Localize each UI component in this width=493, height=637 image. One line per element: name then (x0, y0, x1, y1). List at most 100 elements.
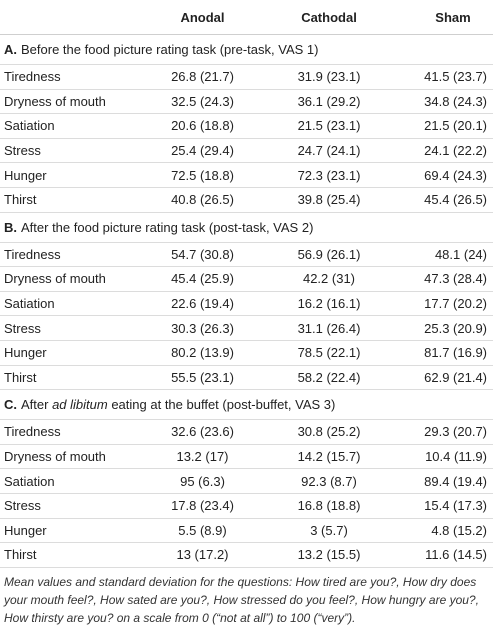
value-cell: 45.4 (26.5) (413, 187, 493, 213)
value-cell: 4.8 (15.2) (413, 518, 493, 544)
section-label: A. (4, 42, 17, 57)
value-cell: 24.7 (24.1) (245, 138, 413, 164)
value-cell: 31.9 (23.1) (245, 64, 413, 90)
section-title-part: ad libitum (52, 397, 108, 413)
row-name: Thirst (0, 542, 160, 568)
data-row: Thirst 13 (17.2) 13.2 (15.5) 11.6 (14.5) (0, 542, 493, 568)
row-name: Thirst (0, 365, 160, 391)
value-cell: 42.2 (31) (245, 266, 413, 292)
data-row: Hunger 72.5 (18.8) 72.3 (23.1) 69.4 (24.3) (0, 162, 493, 188)
row-name: Tiredness (0, 242, 160, 268)
row-name: Stress (0, 315, 160, 341)
value-cell: 17.7 (20.2) (413, 291, 493, 317)
corner-cell (0, 0, 160, 35)
row-name: Tiredness (0, 64, 160, 90)
row-name: Stress (0, 493, 160, 519)
row-name: Stress (0, 138, 160, 164)
table-body: A. Before the food picture rating task (p… (0, 34, 493, 568)
value-cell: 11.6 (14.5) (413, 542, 493, 568)
row-name: Satiation (0, 468, 160, 494)
value-cell: 48.1 (24) (413, 242, 493, 268)
section-row: C. After ad libitum eating at the buffet … (0, 389, 493, 421)
section-title: A. Before the food picture rating task (p… (0, 34, 493, 65)
data-row: Hunger 5.5 (8.9) 3 (5.7) 4.8 (15.2) (0, 518, 493, 544)
section-title-part: After the food picture rating task (post… (21, 219, 314, 235)
section-title-part: After (21, 397, 53, 413)
value-cell: 54.7 (30.8) (160, 242, 245, 268)
value-cell: 56.9 (26.1) (245, 242, 413, 268)
value-cell: 34.8 (24.3) (413, 89, 493, 115)
data-row: Stress 30.3 (26.3) 31.1 (26.4) 25.3 (20.9) (0, 315, 493, 341)
value-cell: 81.7 (16.9) (413, 340, 493, 366)
value-cell: 21.5 (20.1) (413, 113, 493, 139)
section-label: C. (4, 397, 17, 413)
column-header: Anodal (160, 0, 245, 35)
value-cell: 14.2 (15.7) (245, 444, 413, 470)
row-name: Hunger (0, 340, 160, 366)
section-title: C. After ad libitum eating at the buffet … (0, 389, 493, 421)
value-cell: 72.3 (23.1) (245, 162, 413, 188)
row-name: Hunger (0, 162, 160, 188)
value-cell: 58.2 (22.4) (245, 365, 413, 391)
value-cell: 17.8 (23.4) (160, 493, 245, 519)
data-row: Stress 17.8 (23.4) 16.8 (18.8) 15.4 (17.3) (0, 493, 493, 519)
value-cell: 3 (5.7) (245, 518, 413, 544)
row-name: Thirst (0, 187, 160, 213)
section-row: A. Before the food picture rating task (p… (0, 34, 493, 65)
data-row: Satiation 22.6 (19.4) 16.2 (16.1) 17.7 (20.… (0, 291, 493, 317)
value-cell: 69.4 (24.3) (413, 162, 493, 188)
row-name: Tiredness (0, 419, 160, 445)
value-cell: 20.6 (18.8) (160, 113, 245, 139)
section-row: B. After the food picture rating task (po… (0, 212, 493, 243)
value-cell: 95 (6.3) (160, 468, 245, 494)
value-cell: 16.8 (18.8) (245, 493, 413, 519)
value-cell: 10.4 (11.9) (413, 444, 493, 470)
value-cell: 13.2 (17) (160, 444, 245, 470)
value-cell: 92.3 (8.7) (245, 468, 413, 494)
value-cell: 30.3 (26.3) (160, 315, 245, 341)
value-cell: 31.1 (26.4) (245, 315, 413, 341)
footnote: Mean values and standard deviation for t… (4, 574, 479, 625)
data-row: Thirst 55.5 (23.1) 58.2 (22.4) 62.9 (21.4) (0, 365, 493, 391)
data-row: Tiredness 26.8 (21.7) 31.9 (23.1) 41.5 (23.… (0, 64, 493, 90)
data-row: Dryness of mouth 32.5 (24.3) 36.1 (29.2) 34… (0, 89, 493, 115)
data-row: Dryness of mouth 45.4 (25.9) 42.2 (31) 47.3… (0, 266, 493, 292)
value-cell: 13.2 (15.5) (245, 542, 413, 568)
value-cell: 78.5 (22.1) (245, 340, 413, 366)
row-name: Hunger (0, 518, 160, 544)
value-cell: 62.9 (21.4) (413, 365, 493, 391)
value-cell: 29.3 (20.7) (413, 419, 493, 445)
value-cell: 5.5 (8.9) (160, 518, 245, 544)
section-title-part: eating at the buffet (post-buffet, VAS 3… (107, 397, 336, 413)
value-cell: 25.4 (29.4) (160, 138, 245, 164)
value-cell: 39.8 (25.4) (245, 187, 413, 213)
value-cell: 55.5 (23.1) (160, 365, 245, 391)
section-title-part: Before the food picture rating task (pre… (21, 42, 319, 57)
data-row: Dryness of mouth 13.2 (17) 14.2 (15.7) 10.4… (0, 444, 493, 470)
row-name: Dryness of mouth (0, 89, 160, 115)
value-cell: 15.4 (17.3) (413, 493, 493, 519)
value-cell: 89.4 (19.4) (413, 468, 493, 494)
value-cell: 13 (17.2) (160, 542, 245, 568)
value-cell: 80.2 (13.9) (160, 340, 245, 366)
value-cell: 45.4 (25.9) (160, 266, 245, 292)
section-title: B. After the food picture rating task (po… (0, 212, 493, 243)
data-row: Stress 25.4 (29.4) 24.7 (24.1) 24.1 (22.2) (0, 138, 493, 164)
value-cell: 30.8 (25.2) (245, 419, 413, 445)
value-cell: 32.5 (24.3) (160, 89, 245, 115)
column-header: Sham (413, 0, 493, 35)
value-cell: 21.5 (23.1) (245, 113, 413, 139)
row-name: Satiation (0, 113, 160, 139)
data-row: Tiredness 32.6 (23.6) 30.8 (25.2) 29.3 (20.… (0, 419, 493, 445)
section-label: B. (4, 219, 17, 235)
data-row: Thirst 40.8 (26.5) 39.8 (25.4) 45.4 (26.5) (0, 187, 493, 213)
value-cell: 25.3 (20.9) (413, 315, 493, 341)
data-row: Hunger 80.2 (13.9) 78.5 (22.1) 81.7 (16.9) (0, 340, 493, 366)
data-row: Satiation 95 (6.3) 92.3 (8.7) 89.4 (19.4) (0, 468, 493, 494)
value-cell: 47.3 (28.4) (413, 266, 493, 292)
value-cell: 32.6 (23.6) (160, 419, 245, 445)
value-cell: 72.5 (18.8) (160, 162, 245, 188)
row-name: Satiation (0, 291, 160, 317)
row-name: Dryness of mouth (0, 444, 160, 470)
value-cell: 41.5 (23.7) (413, 64, 493, 90)
